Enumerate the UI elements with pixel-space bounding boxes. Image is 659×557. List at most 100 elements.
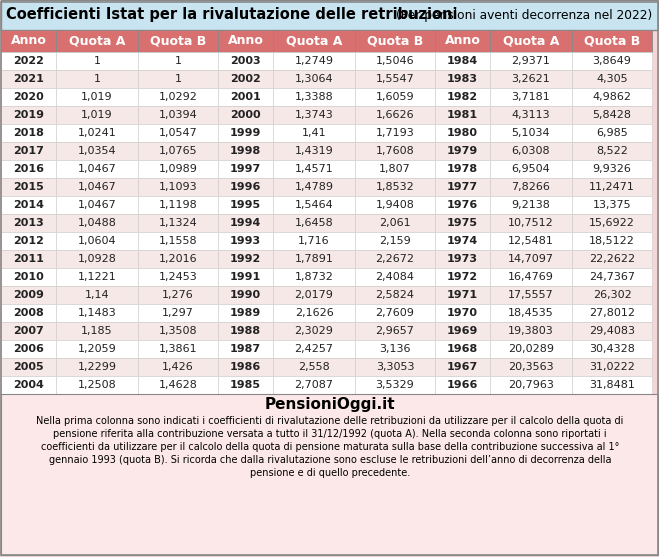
Text: 2013: 2013 [13, 218, 44, 228]
Bar [1, 376, 56, 394]
Bar [572, 322, 652, 340]
Text: 1,0604: 1,0604 [78, 236, 116, 246]
Text: 2,0179: 2,0179 [295, 290, 333, 300]
Bar [435, 178, 490, 196]
Bar [273, 322, 355, 340]
Bar [572, 376, 652, 394]
Text: 26,302: 26,302 [592, 290, 631, 300]
Bar [218, 232, 273, 250]
Bar [435, 232, 490, 250]
Text: 1995: 1995 [230, 200, 261, 210]
Bar [273, 286, 355, 304]
Bar [56, 160, 138, 178]
Bar [273, 250, 355, 268]
Text: 1983: 1983 [447, 74, 478, 84]
Text: 31,0222: 31,0222 [589, 362, 635, 372]
Bar [56, 214, 138, 232]
Bar [490, 322, 572, 340]
Bar [1, 142, 56, 160]
Text: 1,7891: 1,7891 [295, 254, 333, 264]
Bar [355, 286, 435, 304]
Bar [1, 0, 658, 30]
Text: Anno: Anno [227, 35, 264, 47]
Text: 1,2453: 1,2453 [159, 272, 198, 282]
Bar [435, 340, 490, 358]
Text: 1,0467: 1,0467 [78, 182, 117, 192]
Bar [572, 286, 652, 304]
Text: 1,7608: 1,7608 [376, 146, 415, 156]
Text: 6,9504: 6,9504 [511, 164, 550, 174]
Text: PensioniOggi.it: PensioniOggi.it [265, 397, 395, 412]
Bar [490, 214, 572, 232]
Bar [572, 178, 652, 196]
Bar [490, 160, 572, 178]
Bar [490, 340, 572, 358]
Text: 20,7963: 20,7963 [508, 380, 554, 390]
Text: (Per pensioni aventi decorrenza nel 2022): (Per pensioni aventi decorrenza nel 2022… [396, 8, 652, 22]
Text: 14,7097: 14,7097 [508, 254, 554, 264]
Bar [490, 286, 572, 304]
Bar [138, 286, 218, 304]
Text: 1977: 1977 [447, 182, 478, 192]
Text: 4,305: 4,305 [596, 74, 628, 84]
Text: 2002: 2002 [230, 74, 261, 84]
Bar [435, 142, 490, 160]
Text: 2009: 2009 [13, 290, 44, 300]
Text: 2020: 2020 [13, 92, 44, 102]
Bar [56, 178, 138, 196]
Text: 1,3064: 1,3064 [295, 74, 333, 84]
Text: 1999: 1999 [230, 128, 261, 138]
Bar [435, 358, 490, 376]
Bar [435, 286, 490, 304]
Bar [1, 286, 56, 304]
Bar [572, 214, 652, 232]
Bar [572, 250, 652, 268]
Bar [218, 30, 273, 52]
Text: 1,5464: 1,5464 [295, 200, 333, 210]
Text: 2014: 2014 [13, 200, 44, 210]
Text: 11,2471: 11,2471 [589, 182, 635, 192]
Bar [218, 250, 273, 268]
Bar [355, 160, 435, 178]
Bar [138, 214, 218, 232]
Bar [218, 142, 273, 160]
Text: 1980: 1980 [447, 128, 478, 138]
Bar [273, 358, 355, 376]
Text: 9,9326: 9,9326 [592, 164, 631, 174]
Text: 2,9371: 2,9371 [511, 56, 550, 66]
Text: 2,558: 2,558 [298, 362, 330, 372]
Text: Anno: Anno [445, 35, 480, 47]
Text: 1991: 1991 [230, 272, 261, 282]
Text: 2,2672: 2,2672 [376, 254, 415, 264]
Bar [435, 322, 490, 340]
Bar [435, 52, 490, 70]
Text: 1992: 1992 [230, 254, 261, 264]
Text: 6,0308: 6,0308 [511, 146, 550, 156]
Bar [1, 322, 56, 340]
Bar [490, 376, 572, 394]
Text: 2,159: 2,159 [379, 236, 411, 246]
Bar [1, 358, 56, 376]
Bar [138, 322, 218, 340]
Text: 1,0488: 1,0488 [78, 218, 117, 228]
Bar [218, 322, 273, 340]
Bar [1, 268, 56, 286]
Bar [56, 250, 138, 268]
Bar [435, 304, 490, 322]
Text: 1,5547: 1,5547 [376, 74, 415, 84]
Text: 1: 1 [175, 74, 181, 84]
Text: 1997: 1997 [230, 164, 261, 174]
Bar [56, 30, 138, 52]
Text: 2015: 2015 [13, 182, 44, 192]
Text: 27,8012: 27,8012 [589, 308, 635, 318]
Bar [56, 358, 138, 376]
Text: 1987: 1987 [230, 344, 261, 354]
Text: 5,1034: 5,1034 [511, 128, 550, 138]
Bar [1, 70, 56, 88]
Bar [490, 30, 572, 52]
Text: 22,2622: 22,2622 [589, 254, 635, 264]
Bar [56, 106, 138, 124]
Text: 1,3861: 1,3861 [159, 344, 197, 354]
Bar [355, 214, 435, 232]
Bar [273, 160, 355, 178]
